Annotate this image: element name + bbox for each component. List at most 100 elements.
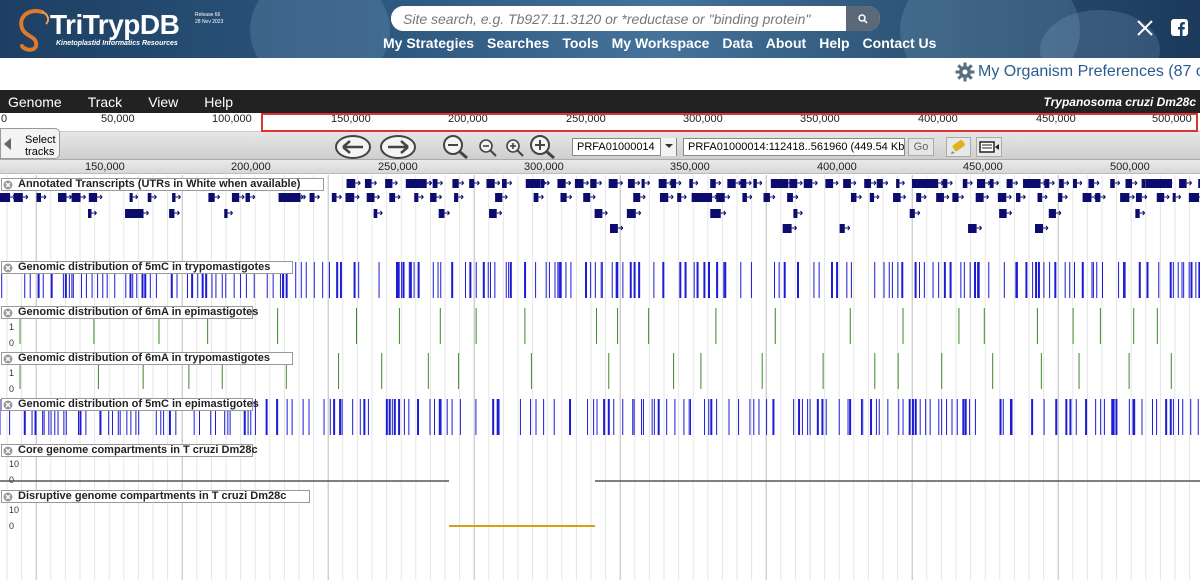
nav-help[interactable]: Help xyxy=(819,35,850,51)
menu-help[interactable]: Help xyxy=(204,94,234,110)
gene-feature[interactable] xyxy=(1059,179,1064,188)
gene-feature[interactable] xyxy=(294,193,301,202)
close-icon[interactable] xyxy=(3,446,13,456)
gene-feature[interactable] xyxy=(364,179,372,188)
gene-feature[interactable] xyxy=(1135,193,1142,202)
reference-dropdown-button[interactable] xyxy=(660,138,676,156)
gene-feature[interactable] xyxy=(224,209,228,218)
gene-feature[interactable] xyxy=(1125,179,1133,188)
gene-feature[interactable] xyxy=(129,193,133,202)
gene-feature[interactable] xyxy=(1088,179,1095,188)
nav-my-workspace[interactable]: My Workspace xyxy=(611,35,710,51)
zoom-in-icon[interactable] xyxy=(505,138,525,158)
track-label[interactable]: Genomic distribution of 6mA in trypomast… xyxy=(1,352,293,365)
gene-feature[interactable] xyxy=(770,179,789,188)
gene-feature[interactable] xyxy=(962,179,968,188)
reference-sequence-select[interactable]: PRFA01000014 xyxy=(572,138,677,156)
gene-feature[interactable] xyxy=(803,179,813,188)
nav-contact-us[interactable]: Contact Us xyxy=(862,35,937,51)
gene-feature[interactable] xyxy=(1110,179,1115,188)
gene-feature[interactable] xyxy=(659,193,669,202)
menu-view[interactable]: View xyxy=(148,94,179,110)
gene-feature[interactable] xyxy=(1141,179,1146,188)
gene-feature[interactable] xyxy=(909,209,915,218)
zoom-out-icon[interactable] xyxy=(478,138,498,158)
gene-feature[interactable] xyxy=(727,179,736,188)
gene-feature[interactable] xyxy=(839,224,845,233)
gene-feature[interactable] xyxy=(88,193,98,202)
gene-feature[interactable] xyxy=(740,179,747,188)
gene-feature[interactable] xyxy=(432,179,438,188)
track-features[interactable] xyxy=(0,175,1200,580)
gene-feature[interactable] xyxy=(278,193,299,202)
gene-feature[interactable] xyxy=(753,179,757,188)
gene-feature[interactable] xyxy=(583,193,591,202)
gene-feature[interactable] xyxy=(13,193,23,202)
gene-feature[interactable] xyxy=(670,179,677,188)
gene-feature[interactable] xyxy=(976,179,986,188)
gene-feature[interactable] xyxy=(125,209,144,218)
gene-feature[interactable] xyxy=(88,209,92,218)
gene-feature[interactable] xyxy=(309,193,315,202)
track-label[interactable]: Disruptive genome compartments in T cruz… xyxy=(1,490,310,503)
gene-feature[interactable] xyxy=(430,193,437,202)
gene-feature[interactable] xyxy=(1198,179,1200,188)
zoom-out-big-icon[interactable] xyxy=(442,134,470,160)
gene-feature[interactable] xyxy=(385,179,393,188)
go-button[interactable]: Go xyxy=(908,138,934,156)
gene-feature[interactable] xyxy=(36,193,42,202)
gene-feature[interactable] xyxy=(414,193,419,202)
site-logo[interactable]: TriTrypDB Release 66 28 Nov 2023 Kinetop… xyxy=(12,6,223,52)
gene-feature[interactable] xyxy=(331,193,337,202)
zoom-in-big-icon[interactable] xyxy=(529,134,557,160)
gene-feature[interactable] xyxy=(1048,209,1056,218)
overview-visible-region[interactable] xyxy=(261,113,1198,132)
close-icon[interactable] xyxy=(3,308,13,318)
gene-feature[interactable] xyxy=(610,224,618,233)
gene-feature[interactable] xyxy=(608,179,618,188)
gene-feature[interactable] xyxy=(997,193,1007,202)
gene-feature[interactable] xyxy=(469,179,475,188)
gene-feature[interactable] xyxy=(869,193,875,202)
gene-feature[interactable] xyxy=(208,193,215,202)
gene-feature[interactable] xyxy=(502,179,507,188)
gene-feature[interactable] xyxy=(989,179,994,188)
gene-feature[interactable] xyxy=(896,179,900,188)
close-icon[interactable] xyxy=(3,354,13,364)
gear-icon[interactable] xyxy=(955,62,975,82)
gene-feature[interactable] xyxy=(533,193,539,202)
gene-feature[interactable] xyxy=(716,193,725,202)
gene-feature[interactable] xyxy=(1179,179,1187,188)
close-icon[interactable] xyxy=(3,492,13,502)
pan-left-button[interactable] xyxy=(335,134,371,160)
gene-feature[interactable] xyxy=(1172,193,1176,202)
track-label[interactable]: Genomic distribution of 6mA in epimastig… xyxy=(1,306,258,319)
gene-feature[interactable] xyxy=(169,209,175,218)
location-input[interactable]: PRFA01000014:112418..561960 (449.54 Kb) xyxy=(683,138,905,156)
gene-feature[interactable] xyxy=(1082,193,1092,202)
close-icon[interactable] xyxy=(3,263,13,273)
menu-genome[interactable]: Genome xyxy=(8,94,62,110)
gene-feature[interactable] xyxy=(850,193,857,202)
gene-feature[interactable] xyxy=(245,193,250,202)
nav-about[interactable]: About xyxy=(765,35,807,51)
gene-feature[interactable] xyxy=(968,224,977,233)
gene-feature[interactable] xyxy=(912,179,931,188)
gene-feature[interactable] xyxy=(560,193,567,202)
gene-feature[interactable] xyxy=(1073,179,1077,188)
gene-feature[interactable] xyxy=(626,209,636,218)
nav-tools[interactable]: Tools xyxy=(562,35,599,51)
organism-preferences-link[interactable]: My Organism Preferences (87 of xyxy=(978,63,1200,80)
track-label[interactable]: Genomic distribution of 5mC in trypomast… xyxy=(1,261,293,274)
track-label[interactable]: Annotated Transcripts (UTRs in White whe… xyxy=(1,178,324,191)
gene-feature[interactable] xyxy=(489,209,497,218)
gene-feature[interactable] xyxy=(710,209,721,218)
facebook-icon[interactable] xyxy=(1171,19,1188,36)
gene-feature[interactable] xyxy=(975,193,984,202)
gene-feature[interactable] xyxy=(0,193,11,202)
gene-feature[interactable] xyxy=(658,179,667,188)
gene-feature[interactable] xyxy=(1120,193,1130,202)
gene-feature[interactable] xyxy=(1006,179,1013,188)
gene-feature[interactable] xyxy=(1058,193,1063,202)
gene-feature[interactable] xyxy=(710,179,716,188)
